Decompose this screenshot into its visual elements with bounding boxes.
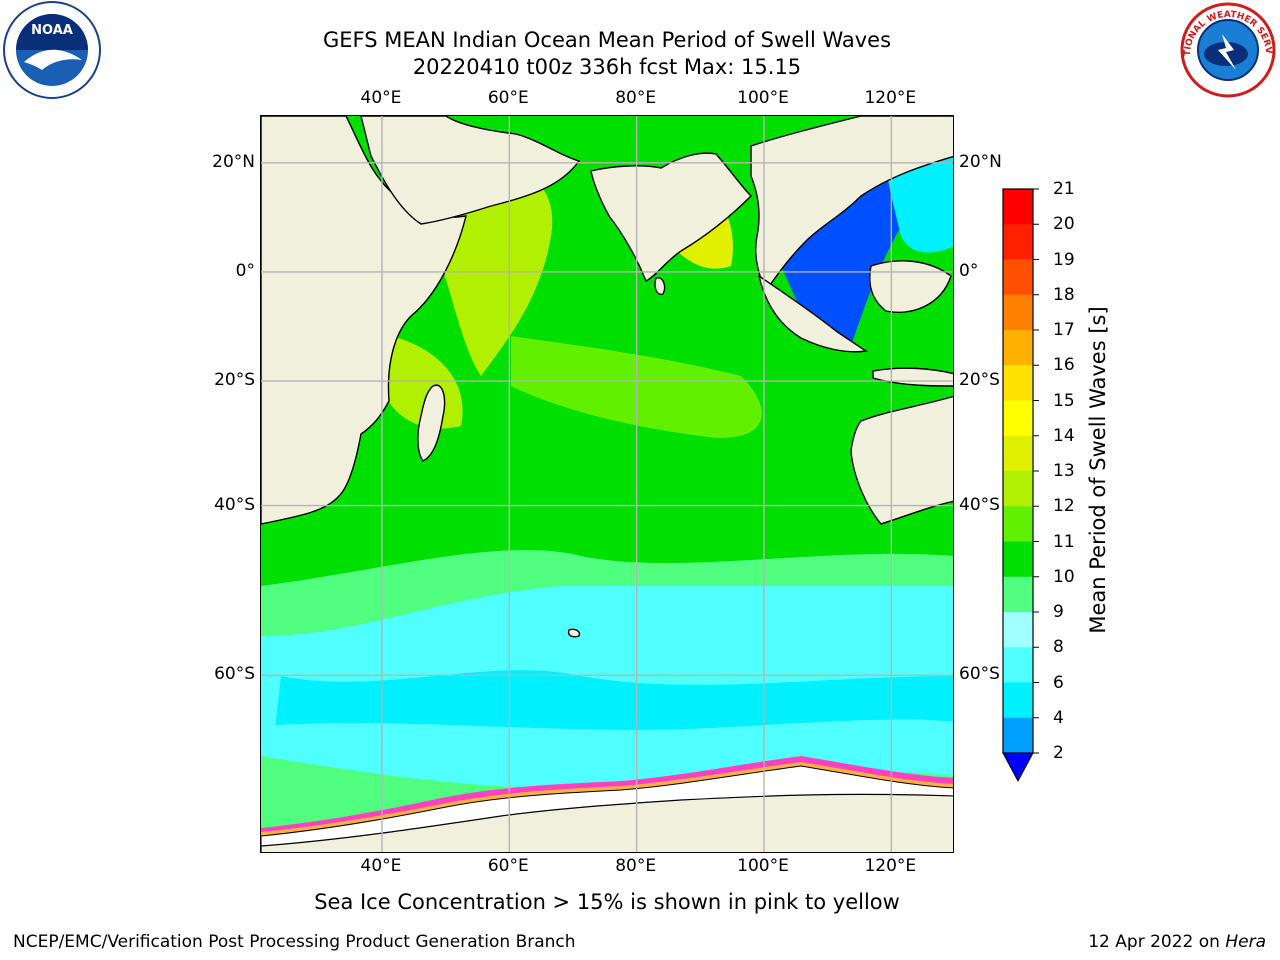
colorbar-segment: [1003, 224, 1033, 260]
colorbar-tick-label: 16: [1053, 355, 1075, 376]
lat-tick-label-left: 20°S: [214, 370, 255, 391]
colorbar-tick-label: 8: [1053, 637, 1064, 658]
map-area: [260, 115, 954, 853]
footer-credit: NCEP/EMC/Verification Post Processing Pr…: [13, 932, 576, 952]
colorbar: [1002, 188, 1039, 789]
sea-ice-caption: Sea Ice Concentration > 15% is shown in …: [314, 890, 900, 914]
antarctica: [261, 793, 953, 852]
colorbar-segment: [1003, 471, 1033, 507]
colorbar-segment: [1003, 647, 1033, 683]
colorbar-segment: [1003, 259, 1033, 296]
colorbar-under-extension: [1002, 752, 1034, 783]
colorbar-segment: [1003, 330, 1033, 366]
map-title: GEFS MEAN Indian Ocean Mean Period of Sw…: [322, 28, 892, 52]
colorbar-tick-label: 21: [1053, 179, 1075, 199]
lat-tick-label-right: 20°N: [959, 151, 1002, 172]
lat-tick-label-left: 0°: [235, 260, 255, 281]
lat-tick-label-right: 40°S: [959, 494, 1000, 515]
colorbar-tick-label: 17: [1053, 320, 1075, 340]
footer-date: 12 Apr 2022 on Hera: [1088, 932, 1266, 952]
lon-tick-label-top: 40°E: [360, 88, 402, 108]
nws-logo: NATIONAL WEATHER SERVICE: [1174, 0, 1278, 100]
footer-host: Hera: [1225, 932, 1266, 952]
colorbar-tick-label: 6: [1053, 672, 1064, 693]
colorbar-tick-label: 10: [1053, 566, 1075, 587]
colorbar-tick-label: 13: [1053, 461, 1075, 481]
colorbar-segment: [1003, 612, 1033, 648]
gridlines: [261, 116, 953, 852]
colorbar-segment: [1003, 506, 1033, 542]
lon-tick-label-bottom: 60°E: [487, 856, 529, 876]
colorbar-segment: [1003, 435, 1033, 472]
colorbar-title: Mean Period of Swell Waves [s]: [1086, 306, 1110, 634]
lon-tick-label-bottom: 40°E: [360, 856, 402, 876]
colorbar-tick-label: 18: [1053, 284, 1075, 305]
colorbar-tick-label: 20: [1053, 214, 1075, 235]
lon-tick-label-top: 100°E: [737, 88, 789, 108]
map-subtitle: 20220410 t00z 336h fcst Max: 15.15: [412, 55, 802, 79]
colorbar-segment: [1003, 400, 1033, 437]
colorbar-segment: [1003, 365, 1033, 401]
colorbar-segment: [1003, 189, 1033, 225]
colorbar-tick-label: 4: [1053, 707, 1064, 728]
colorbar-segment: [1003, 576, 1033, 613]
colorbar-tick-label: 9: [1053, 602, 1064, 622]
colorbar-tick-label: 15: [1053, 390, 1075, 411]
coastlines: [261, 116, 953, 638]
colorbar-tick-label: 14: [1053, 425, 1075, 446]
colorbar-tick-label: 12: [1053, 496, 1075, 517]
lat-tick-label-right: 0°: [959, 260, 979, 281]
colorbar-segment: [1003, 717, 1033, 754]
colorbar-segment: [1003, 682, 1033, 719]
lat-tick-label-left: 20°N: [212, 151, 255, 172]
lon-tick-label-top: 120°E: [864, 88, 917, 108]
colorbar-tick-label: 19: [1053, 249, 1075, 270]
colorbar-tick-label: 11: [1053, 531, 1075, 552]
lon-tick-label-bottom: 120°E: [864, 856, 917, 876]
lat-tick-label-right: 20°S: [959, 370, 1000, 391]
colorbar-tick-label: 2: [1053, 743, 1064, 763]
lat-tick-label-left: 40°S: [214, 494, 255, 515]
lon-tick-label-bottom: 80°E: [615, 856, 657, 876]
footer-date-text: 12 Apr 2022 on: [1088, 932, 1226, 952]
colorbar-segment: [1003, 294, 1033, 331]
colorbar-segment: [1003, 541, 1033, 578]
svg-text:NOAA: NOAA: [31, 23, 73, 38]
lon-tick-label-top: 60°E: [487, 88, 529, 108]
noaa-logo: NOAA: [2, 0, 102, 100]
lon-tick-label-bottom: 100°E: [737, 856, 789, 876]
lat-tick-label-right: 60°S: [959, 664, 1000, 685]
lat-tick-label-left: 60°S: [214, 664, 255, 685]
lon-tick-label-top: 80°E: [615, 88, 657, 108]
